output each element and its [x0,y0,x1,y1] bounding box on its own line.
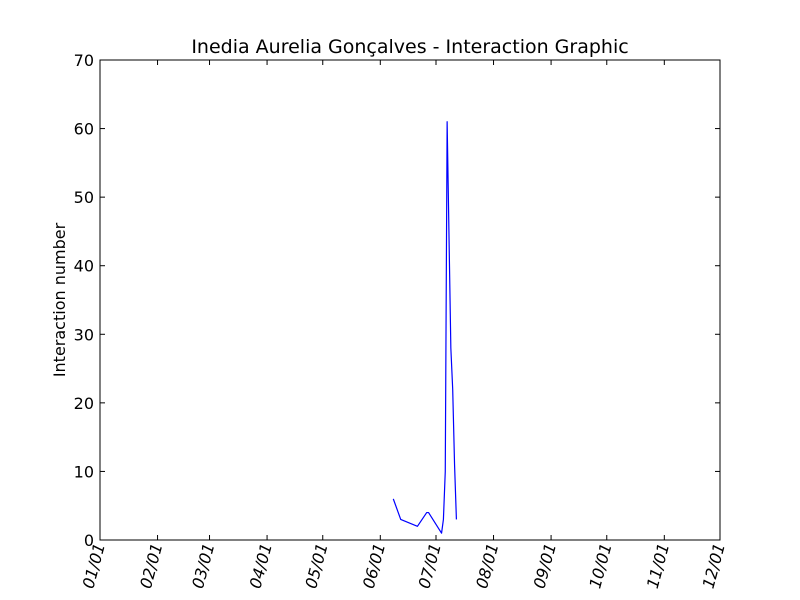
x-tick-label: 09/01 [530,541,560,590]
y-tick-label: 60 [74,120,94,139]
x-tick-label: 12/01 [699,541,729,590]
x-tick-label: 06/01 [359,541,389,590]
x-tick-label: 04/01 [246,541,276,590]
y-tick-label: 70 [74,51,94,70]
y-axis-label: Interaction number [50,222,69,377]
y-tick-label: 10 [74,462,94,481]
y-tick-label: 20 [74,394,94,413]
y-tick-label: 30 [74,325,94,344]
x-tick-label: 10/01 [585,541,615,590]
plot-frame [99,59,721,541]
chart-title: Inedia Aurelia Gonçalves - Interaction G… [191,36,628,58]
y-tick-label: 0 [84,531,94,550]
x-tick-label: 03/01 [188,541,218,590]
x-tick-label: 07/01 [415,541,445,590]
y-tick-label: 50 [74,188,94,207]
plot-lines [392,121,458,534]
x-tick-label: 05/01 [301,541,331,590]
series-line-0 [392,121,458,534]
x-tick-label: 02/01 [136,541,166,590]
x-tick-label: 08/01 [472,541,502,590]
x-tick-label: 11/01 [643,541,673,590]
y-tick-label: 40 [74,257,94,276]
